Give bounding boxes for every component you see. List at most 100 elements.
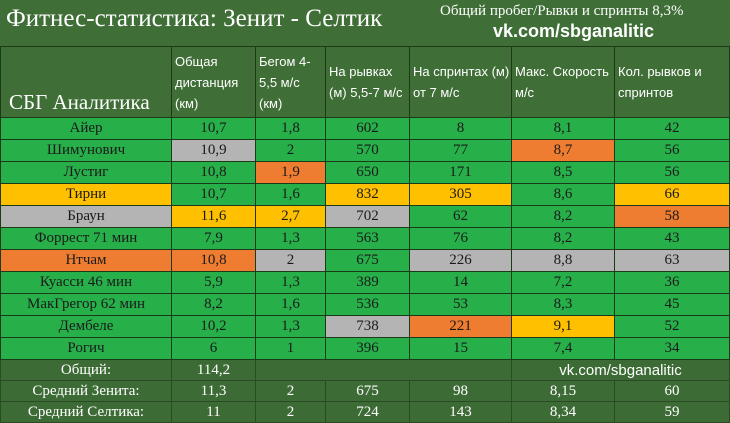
stat-cell: 832 [325,183,410,206]
player-name: Куасси 46 мин [0,271,172,294]
stat-cell: 10,2 [171,315,256,338]
title-bar: Фитнес-статистика: Зенит - Селтик Общий … [0,0,730,47]
stat-cell: 1 [255,337,326,360]
player-name: Браун [0,205,172,228]
stat-cell: 1,9 [255,161,326,184]
stat-cell: 66 [614,183,730,206]
stat-cell: 53 [409,293,512,316]
player-name: Айер [0,117,172,140]
table-row: Нтчам 10,8 2 675 226 8,8 63 [0,249,730,272]
stat-cell: 7,4 [511,337,615,360]
table-header-row: СБГ Аналитика Общая дистанция (км) Бегом… [0,46,730,118]
column-header: Бегом 4-5,5 м/с (км) [255,46,326,118]
stat-cell: 45 [614,293,730,316]
table-row: Айер 10,7 1,8 602 8 8,1 42 [0,117,730,140]
stat-cell: 702 [325,205,410,228]
stat-cell: 221 [409,315,512,338]
stat-cell: 7,2 [511,271,615,294]
stat-cell: 10,9 [171,139,256,162]
stat-cell: 63 [614,249,730,272]
stat-cell: 77 [409,139,512,162]
total-link[interactable]: vk.com/sbganalitic [511,359,730,381]
stat-cell: 226 [409,249,512,272]
average-value: 11,3 [171,380,256,402]
average-value: 8,34 [511,401,615,423]
stat-cell: 2 [255,139,326,162]
stat-cell: 8,2 [171,293,256,316]
stat-cell: 62 [409,205,512,228]
stat-cell: 675 [325,249,410,272]
total-value: 114,2 [171,359,256,381]
stat-cell: 15 [409,337,512,360]
stat-cell: 8 [409,117,512,140]
stat-cell: 305 [409,183,512,206]
table-row: Куасси 46 мин 5,9 1,3 389 14 7,2 36 [0,271,730,294]
average-value: 8,15 [511,380,615,402]
stat-cell: 8,7 [511,139,615,162]
stat-cell: 36 [614,271,730,294]
stat-cell: 1,3 [255,315,326,338]
stat-cell: 8,5 [511,161,615,184]
stat-cell: 10,7 [171,117,256,140]
stat-cell: 2 [255,249,326,272]
source-link[interactable]: vk.com/sbganalitic [493,21,655,41]
stat-cell: 650 [325,161,410,184]
average-label: Средний Зенита: [0,380,172,402]
average-value: 2 [255,380,326,402]
stat-cell: 536 [325,293,410,316]
stat-cell: 5,9 [171,271,256,294]
stat-cell: 8,6 [511,183,615,206]
player-name: Тирни [0,183,172,206]
average-value: 98 [409,380,512,402]
stat-cell: 8,2 [511,227,615,250]
column-header: На рывках (м) 5,5-7 м/с [325,46,410,118]
stat-cell: 56 [614,139,730,162]
table-row: Шимунович 10,9 2 570 77 8,7 56 [0,139,730,162]
average-value: 60 [614,380,730,402]
stat-cell: 1,6 [255,293,326,316]
table-row: МакГрегор 62 мин 8,2 1,6 536 53 8,3 45 [0,293,730,316]
stat-cell: 58 [614,205,730,228]
player-name: Форрест 71 мин [0,227,172,250]
average-value: 675 [325,380,410,402]
column-header: Общая дистанция (км) [171,46,256,118]
average-row: Средний Зенита: 11,3 2 675 98 8,15 60 [0,380,730,402]
page-title: Фитнес-статистика: Зенит - Селтик [6,5,383,32]
stat-cell: 602 [325,117,410,140]
stat-cell: 6 [171,337,256,360]
player-name: Лустиг [0,161,172,184]
table-row: Лустиг 10,8 1,9 650 171 8,5 56 [0,161,730,184]
stat-cell: 171 [409,161,512,184]
stat-cell: 34 [614,337,730,360]
stat-cell: 42 [614,117,730,140]
column-header: На спринтах (м) от 7 м/с [409,46,512,118]
average-value: 2 [255,401,326,423]
table-row: Форрест 71 мин 7,9 1,3 563 76 8,2 43 [0,227,730,250]
stat-cell: 396 [325,337,410,360]
stat-cell: 563 [325,227,410,250]
average-value: 724 [325,401,410,423]
average-value: 11 [171,401,256,423]
table-row: Тирни 10,7 1,6 832 305 8,6 66 [0,183,730,206]
empty-cell [255,359,512,381]
stat-cell: 8,1 [511,117,615,140]
stat-cell: 8,8 [511,249,615,272]
table-row: Дембеле 10,2 1,3 738 221 9,1 52 [0,315,730,338]
player-name: МакГрегор 62 мин [0,293,172,316]
stat-cell: 10,8 [171,161,256,184]
table-row: Браун 11,6 2,7 702 62 8,2 58 [0,205,730,228]
stat-cell: 10,7 [171,183,256,206]
stat-cell: 8,2 [511,205,615,228]
stat-cell: 11,6 [171,205,256,228]
page-subtitle: Общий пробег/Рывки и спринты 8,3% [440,3,684,19]
stat-cell: 1,8 [255,117,326,140]
player-name: Рогич [0,337,172,360]
column-header: Макс. Скорость м/с [511,46,615,118]
player-name: Нтчам [0,249,172,272]
stat-cell: 76 [409,227,512,250]
stat-cell: 9,1 [511,315,615,338]
stat-cell: 7,9 [171,227,256,250]
fitness-stats-table: СБГ Аналитика Общая дистанция (км) Бегом… [0,46,730,423]
average-label: Средний Селтика: [0,401,172,423]
